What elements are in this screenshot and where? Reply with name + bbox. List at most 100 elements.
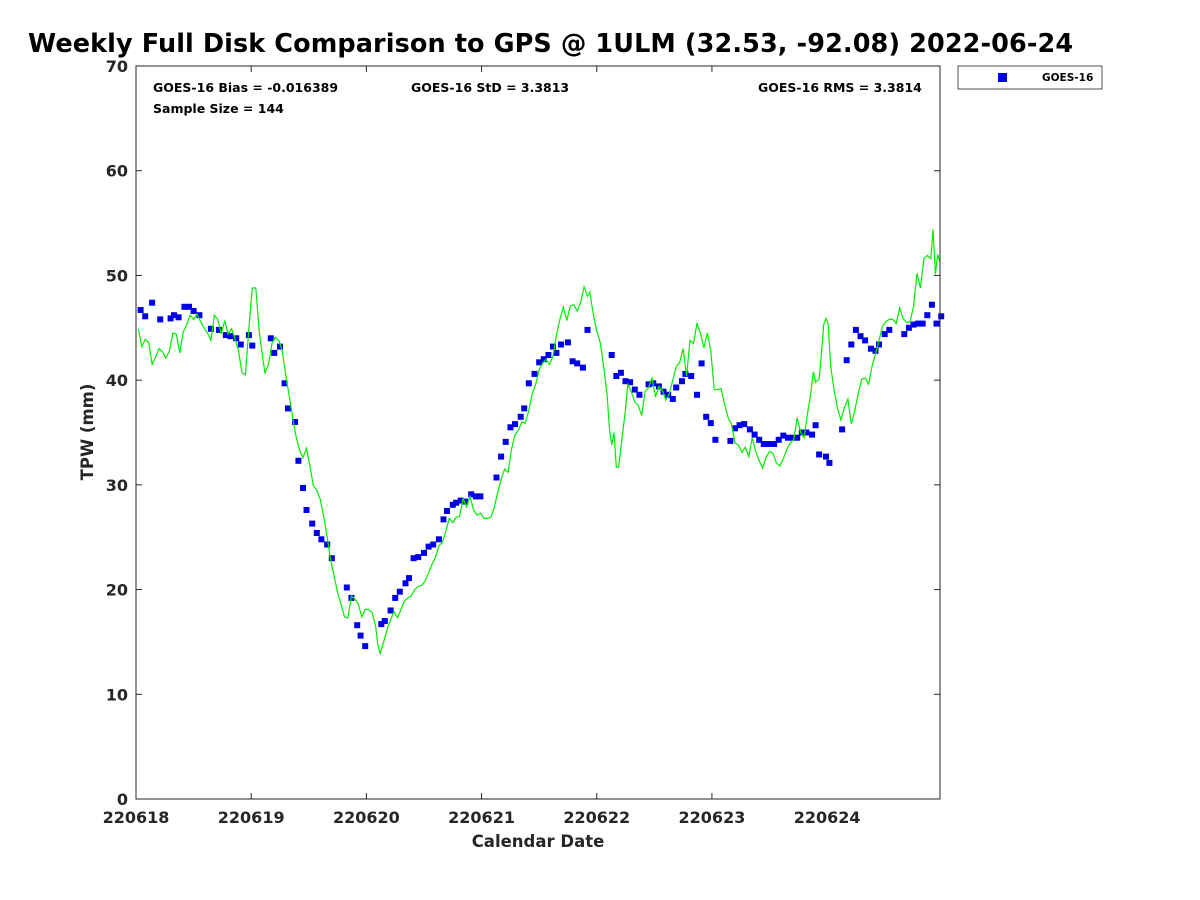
x-tick-label: 220620 xyxy=(333,808,400,827)
data-point xyxy=(886,326,893,333)
data-point xyxy=(324,541,331,548)
data-point xyxy=(843,357,850,364)
data-point xyxy=(622,378,629,385)
data-point xyxy=(928,301,935,308)
data-point xyxy=(760,441,767,447)
data-point xyxy=(857,333,864,340)
data-point xyxy=(679,378,685,385)
data-point xyxy=(751,431,758,438)
y-tick-label: 60 xyxy=(106,162,128,181)
data-point xyxy=(707,420,714,427)
y-tick-label: 20 xyxy=(106,581,128,600)
data-point xyxy=(645,381,652,388)
y-tick-label: 30 xyxy=(106,476,128,495)
data-point xyxy=(564,339,571,346)
data-point xyxy=(468,491,475,498)
data-point xyxy=(406,575,412,582)
axis-ticks: 0 10 20 30 40 50 60 70 220618 220619 220620 220621 2… xyxy=(103,57,940,827)
data-point xyxy=(924,312,931,319)
data-point xyxy=(215,326,222,333)
data-point xyxy=(142,313,149,320)
data-point xyxy=(392,594,399,601)
data-point xyxy=(669,396,676,402)
data-point xyxy=(574,360,581,367)
data-point xyxy=(517,413,524,420)
data-point xyxy=(919,320,926,327)
x-tick-label: 220618 xyxy=(103,808,170,827)
data-point xyxy=(789,434,796,441)
data-point xyxy=(277,343,283,350)
y-axis-label: TPW (mm) xyxy=(78,384,97,481)
data-point xyxy=(440,516,447,523)
x-tick-label: 220619 xyxy=(218,808,285,827)
data-point xyxy=(267,335,274,342)
data-point xyxy=(493,474,500,481)
y-tick-label: 50 xyxy=(106,266,128,285)
data-point xyxy=(357,632,364,639)
data-point xyxy=(512,421,518,428)
data-point xyxy=(901,331,908,338)
data-point xyxy=(227,333,234,340)
data-point xyxy=(472,493,479,500)
data-point xyxy=(281,380,288,387)
data-point xyxy=(186,303,192,310)
data-point xyxy=(938,313,945,320)
data-point xyxy=(137,307,144,313)
data-point xyxy=(381,618,388,624)
y-tick-label: 10 xyxy=(106,685,128,704)
data-point xyxy=(558,341,564,348)
data-point xyxy=(457,497,464,504)
data-point xyxy=(872,347,879,354)
data-point xyxy=(785,434,791,441)
data-point xyxy=(553,349,560,356)
data-point xyxy=(765,441,772,447)
data-point xyxy=(540,356,547,363)
data-point xyxy=(271,349,278,356)
data-point xyxy=(881,331,888,338)
data-point xyxy=(402,580,409,587)
x-tick-label: 220624 xyxy=(794,808,861,827)
data-point xyxy=(727,437,734,444)
data-point xyxy=(584,326,591,333)
legend-box xyxy=(957,65,1103,90)
data-point xyxy=(207,325,214,332)
data-point xyxy=(498,453,505,460)
data-point xyxy=(775,436,782,443)
data-point xyxy=(167,315,174,322)
stat-bias: GOES-16 Bias = -0.016389 xyxy=(153,80,338,95)
plot-area xyxy=(137,229,945,656)
data-point xyxy=(579,364,586,371)
data-point xyxy=(867,345,874,352)
data-point xyxy=(798,429,805,436)
data-point xyxy=(449,501,456,508)
data-point xyxy=(688,373,695,379)
data-point xyxy=(362,643,369,650)
data-point xyxy=(387,607,394,614)
data-point xyxy=(502,438,509,445)
data-point xyxy=(233,335,240,342)
x-axis-label: Calendar Date xyxy=(472,832,605,851)
data-point xyxy=(453,499,460,506)
data-point xyxy=(550,343,556,350)
data-point xyxy=(157,316,164,323)
data-point xyxy=(736,422,743,429)
data-point xyxy=(396,588,403,595)
data-point xyxy=(732,425,738,432)
data-point xyxy=(303,507,310,513)
data-point xyxy=(175,314,182,321)
data-point xyxy=(328,555,335,562)
data-point xyxy=(703,413,710,420)
data-point xyxy=(435,536,442,543)
data-point xyxy=(826,459,833,466)
data-point xyxy=(531,370,538,377)
plot-frame xyxy=(135,65,941,800)
data-point xyxy=(343,584,350,591)
data-point xyxy=(295,457,302,464)
data-point xyxy=(746,426,753,433)
data-point xyxy=(569,358,576,365)
data-point xyxy=(425,543,432,550)
data-point xyxy=(171,312,177,319)
data-point xyxy=(536,359,543,366)
data-point xyxy=(839,426,846,433)
data-point xyxy=(318,536,325,543)
